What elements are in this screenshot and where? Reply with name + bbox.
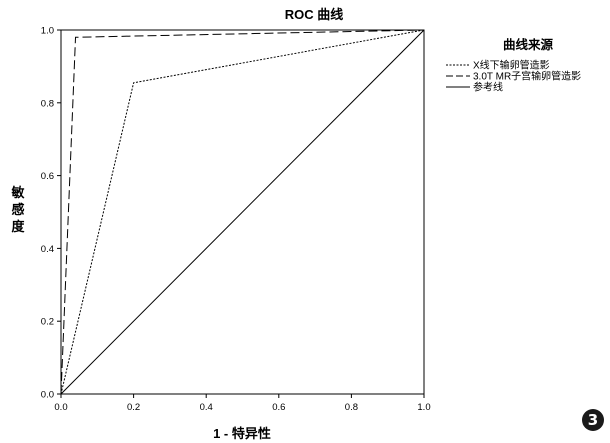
x-axis: 0.0 0.2 0.4 0.6 0.8 1.0 bbox=[54, 394, 431, 413]
y-tick-label: 0.4 bbox=[41, 244, 54, 255]
legend-label-2: 3.0T MR子宫输卵管造影 bbox=[473, 70, 581, 83]
y-axis-label-char: 感 bbox=[11, 202, 24, 217]
plot-frame bbox=[60, 29, 425, 395]
page-badge: 3 bbox=[582, 409, 604, 431]
y-tick-label: 1.0 bbox=[41, 26, 54, 37]
chart-title: ROC 曲线 bbox=[285, 7, 344, 22]
x-tick-label: 0.4 bbox=[200, 402, 213, 413]
series-line-2 bbox=[60, 29, 425, 395]
series-line-1 bbox=[60, 29, 425, 395]
y-tick-label: 0.0 bbox=[41, 390, 54, 401]
x-tick-label: 0.2 bbox=[127, 402, 140, 413]
y-tick-label: 0.8 bbox=[41, 98, 54, 109]
y-axis-label-char: 度 bbox=[11, 219, 25, 234]
y-axis-label: 敏感度 bbox=[10, 185, 25, 234]
series-layer bbox=[60, 29, 425, 395]
x-tick-label: 0.8 bbox=[345, 402, 358, 413]
y-tick-label: 0.2 bbox=[41, 317, 54, 328]
legend-label-3: 参考线 bbox=[473, 81, 503, 94]
x-tick-label: 0.0 bbox=[54, 402, 67, 413]
legend-label-1: X线下输卵管造影 bbox=[473, 59, 550, 72]
series-line-3 bbox=[60, 29, 425, 395]
legend-title: 曲线来源 bbox=[503, 37, 554, 52]
x-tick-label: 1.0 bbox=[417, 402, 430, 413]
y-axis: 0.0 0.2 0.4 0.6 0.8 1.0 bbox=[41, 26, 61, 401]
x-tick-label: 0.6 bbox=[272, 402, 285, 413]
y-tick-label: 0.6 bbox=[41, 171, 54, 182]
y-axis-label-char: 敏 bbox=[10, 185, 25, 200]
x-axis-label: 1 - 特异性 bbox=[213, 426, 271, 441]
